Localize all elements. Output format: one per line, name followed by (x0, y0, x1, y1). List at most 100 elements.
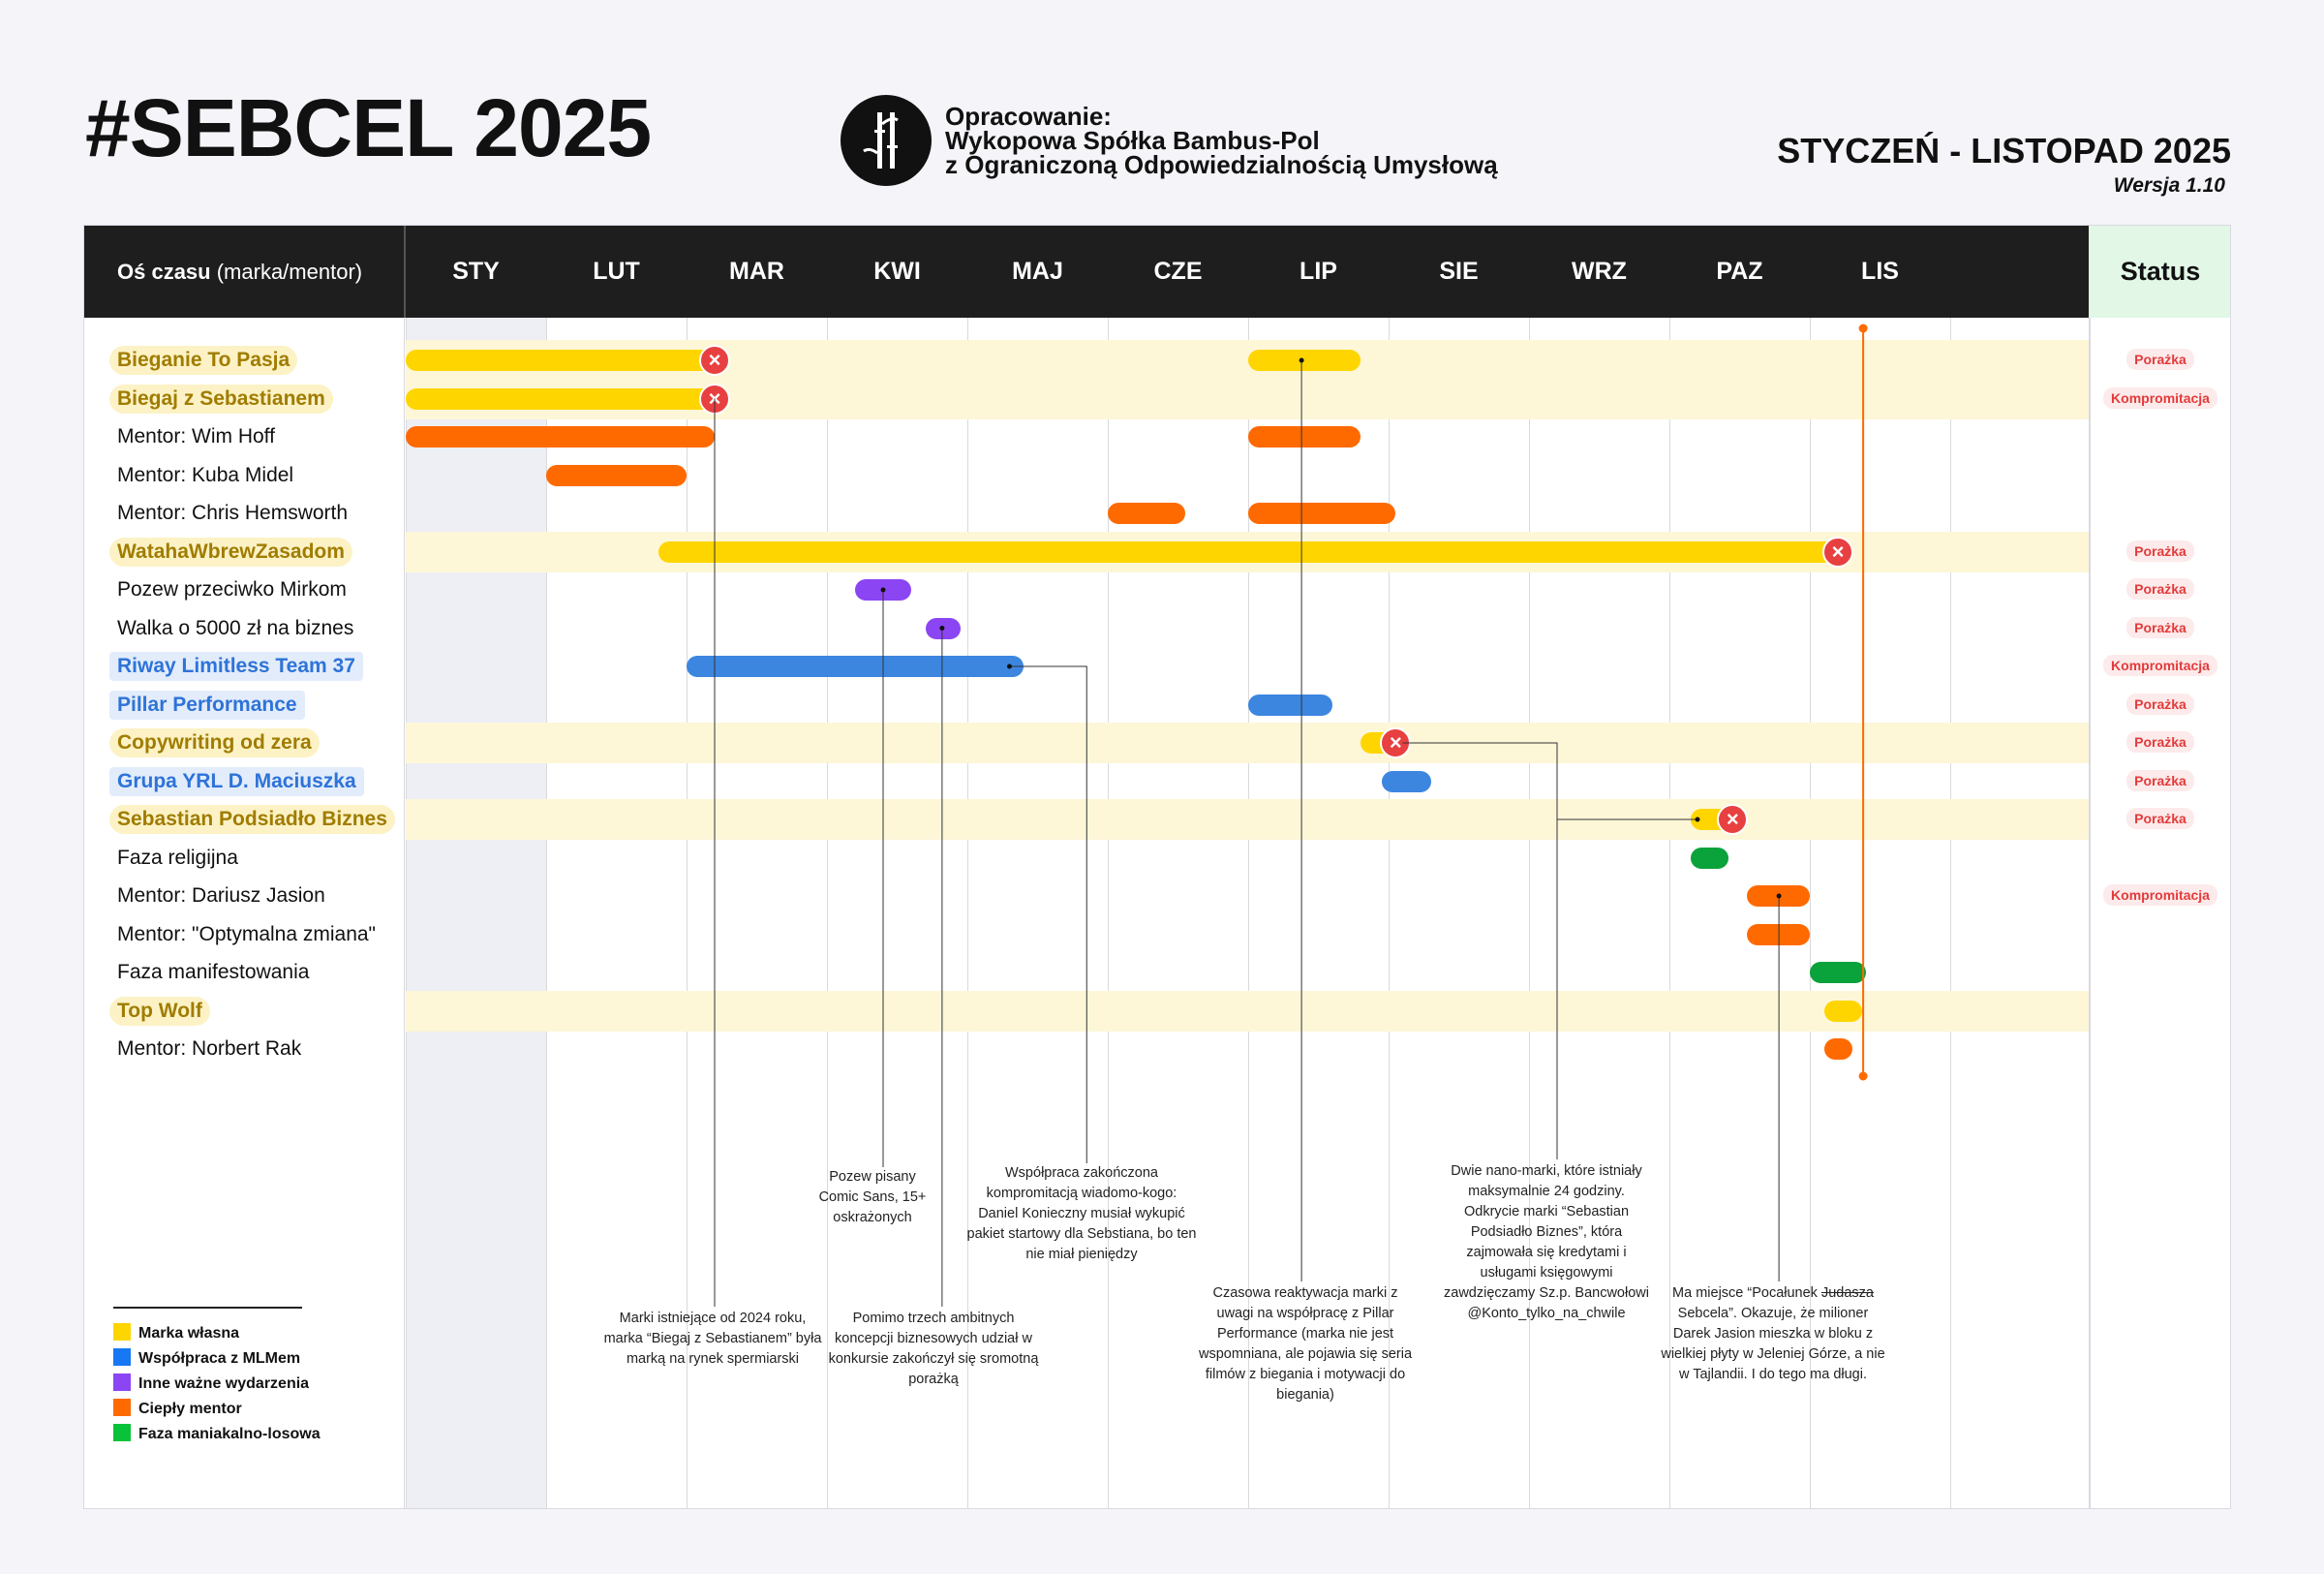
legend-item: Współpraca z MLMem (113, 1347, 300, 1371)
legend-label: Współpraca z MLMem (138, 1350, 301, 1367)
month-gridline (1108, 318, 1109, 1508)
row-label: Mentor: Chris Hemsworth (117, 502, 349, 524)
status-text: Porażka (2126, 693, 2194, 715)
status-badge: Porażka (2098, 349, 2222, 370)
row-label: Bieganie To Pasja (109, 346, 298, 375)
month-label: LIP (1300, 258, 1337, 285)
month-gridline (967, 318, 968, 1508)
annotation-note: Czasowa reaktywacja marki z uwagi na wsp… (1198, 1285, 1413, 1403)
connector-dot (880, 587, 886, 593)
row-label: Faza religijna (117, 846, 238, 869)
row-label: Mentor: Dariusz Jasion (117, 884, 325, 907)
connector-dot (1776, 893, 1782, 899)
row-label: Copywriting od zera (109, 728, 320, 757)
row-label: Mentor: "Optymalna zmiana" (117, 922, 377, 945)
status-badge: Kompromitacja (2098, 655, 2222, 676)
timeline-bar (1823, 1000, 1862, 1022)
status-text: Kompromitacja (2103, 655, 2217, 676)
status-badge: Porażka (2098, 540, 2222, 562)
current-date-dot (1858, 1071, 1868, 1081)
status-badge: Kompromitacja (2098, 386, 2222, 409)
row-label: Faza manifestowania (117, 961, 310, 983)
author-line: Opracowanie: (945, 102, 1112, 131)
failure-icon: × (1717, 804, 1749, 835)
status-badge: Porażka (2098, 693, 2222, 715)
timeline-bar (406, 426, 715, 448)
status-badge: Porażka (2098, 769, 2222, 791)
month-label: MAJ (1012, 258, 1063, 285)
status-column-header: Status (2089, 226, 2230, 318)
author-line: z Ograniczoną Odpowiedzialnością Umysłow… (945, 150, 1498, 179)
legend-item: Ciepły mentor (113, 1398, 242, 1421)
author-credit: Opracowanie: Wykopowa Spółka Bambus-Pol … (945, 102, 1498, 179)
status-text: Porażka (2126, 731, 2194, 753)
period-block: STYCZEŃ - LISTOPAD 2025 Wersja 1.10 (1777, 134, 2231, 198)
month-gridline (546, 318, 547, 1508)
row-label: WatahaWbrewZasadom (109, 537, 352, 567)
row-label: Pozew przeciwko Mirkom (117, 578, 347, 601)
header-divider (404, 226, 406, 318)
month-label: CZE (1153, 258, 1203, 285)
month-label: LIS (1861, 258, 1899, 285)
annotation-note: Ma miejsce “Pocałunek Judasza Sebcela”. … (1659, 1283, 1887, 1385)
legend-item: Marka własna (113, 1322, 239, 1345)
annotation-note: Współpraca zakończona kompromitacją wiad… (966, 1165, 1197, 1262)
legend-item: Faza maniakalno-losowa (113, 1423, 321, 1446)
legend-label: Faza maniakalno-losowa (138, 1426, 321, 1442)
month-gridline (687, 318, 688, 1508)
timeline-bar (1248, 426, 1361, 448)
timeline-bar (1810, 962, 1866, 983)
legend-swatch (113, 1323, 131, 1341)
row-label: Mentor: Kuba Midel (117, 463, 294, 486)
month-label: PAZ (1716, 258, 1763, 285)
timeline-bar (406, 350, 715, 371)
bamboo-logo (841, 95, 932, 186)
month-label: LUT (593, 258, 640, 285)
status-badge: Porażka (2098, 578, 2222, 600)
status-text: Porażka (2126, 769, 2194, 791)
timeline-header: Oś czasu (marka/mentor) STY LUT MAR KWI MAJ C… (84, 226, 2089, 318)
timeline-bar (1108, 503, 1185, 524)
connector-layer (714, 324, 1868, 1307)
row-label: Mentor: Norbert Rak (117, 1037, 302, 1060)
axis-title: Oś czasu (marka/mentor) (117, 260, 363, 284)
row-label: Grupa YRL D. Maciuszka (109, 766, 364, 796)
legend-swatch (113, 1348, 131, 1366)
timeline-bar (1690, 847, 1728, 869)
failure-icon: × (699, 345, 730, 376)
timeline-bar (1248, 350, 1361, 371)
month-gridline (1248, 318, 1249, 1508)
timeline-bar (546, 464, 687, 486)
legend-label: Inne ważne wydarzenia (138, 1375, 310, 1392)
row-label: Riway Limitless Team 37 (109, 652, 363, 681)
month-gridline (1669, 318, 1670, 1508)
connector-dot (1007, 664, 1012, 669)
status-badge: Porażka (2098, 808, 2222, 829)
row-label: Top Wolf (109, 996, 210, 1026)
annotation-note: Marki istniejące od 2024 roku, marka “Bi… (603, 1311, 822, 1367)
status-badge: Kompromitacja (2098, 884, 2222, 906)
legend-swatch (113, 1373, 131, 1391)
timeline-bar (1823, 1038, 1852, 1060)
timeline-bar (1746, 923, 1810, 945)
row-label: Pillar Performance (109, 690, 305, 720)
status-text: Kompromitacja (2103, 884, 2217, 906)
month-gridline (1810, 318, 1811, 1508)
note-fragment: Sebcela”. Okazuje, że milioner Darek Jas… (1661, 1306, 1885, 1382)
connector-line (1402, 742, 1558, 1159)
row-band (406, 723, 2089, 763)
connector-dot (1695, 817, 1700, 822)
status-text: Porażka (2126, 540, 2194, 562)
status-badge: Porażka (2098, 616, 2222, 638)
row-label: Sebastian Podsiadło Biznes (109, 805, 395, 834)
row-label: Walka o 5000 zł na biznes (117, 616, 354, 639)
legend-item: Inne ważne wydarzenia (113, 1373, 309, 1396)
status-text: Porażka (2126, 616, 2194, 638)
row-band (406, 799, 2089, 840)
connector-dot (939, 626, 945, 631)
january-shade (406, 318, 546, 1508)
note-fragment: Ma miejsce “Pocałunek (1672, 1285, 1821, 1301)
status-divider (2089, 318, 2091, 1508)
month-label: SIE (1439, 258, 1479, 285)
timeline-chart: Oś czasu (marka/mentor) STY LUT MAR KWI MAJ C… (83, 225, 2231, 1509)
